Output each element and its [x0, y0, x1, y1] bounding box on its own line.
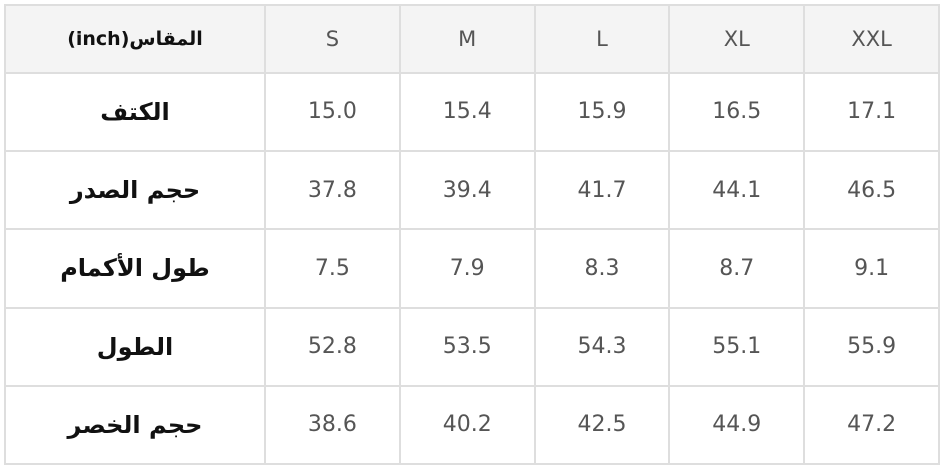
row-label: المقاس(inch): [4, 4, 266, 74]
cell: 47.2: [803, 384, 940, 466]
cell: 53.5: [398, 306, 536, 387]
cell: 8.7: [668, 228, 806, 309]
row-label: حجم الخصر: [4, 384, 266, 466]
cell: 16.5: [668, 71, 806, 153]
cell: 55.9: [803, 306, 940, 387]
table-row: الكتف 15.0 15.4 15.9 16.5 17.1: [4, 71, 940, 153]
cell: S: [264, 4, 401, 74]
cell: XXL: [803, 4, 940, 74]
cell: L: [533, 4, 671, 74]
row-label: طول الأكمام: [4, 228, 266, 309]
cell: 15.9: [533, 71, 671, 153]
row-label: الكتف: [4, 71, 266, 153]
cell: 15.0: [264, 71, 401, 153]
cell: 54.3: [533, 306, 671, 387]
row-label: حجم الصدر: [4, 150, 266, 231]
cell: 46.5: [803, 150, 940, 231]
cell: 41.7: [533, 150, 671, 231]
cell: 15.4: [398, 71, 536, 153]
cell: 7.9: [398, 228, 536, 309]
table-row: الطول 52.8 53.5 54.3 55.1 55.9: [4, 306, 940, 387]
cell: 7.5: [264, 228, 401, 309]
table-row: حجم الصدر 37.8 39.4 41.7 44.1 46.5: [4, 150, 940, 231]
cell: 52.8: [264, 306, 401, 387]
cell: 39.4: [398, 150, 536, 231]
table-row: حجم الخصر 38.6 40.2 42.5 44.9 47.2: [4, 384, 940, 466]
cell: 9.1: [803, 228, 940, 309]
size-table: المقاس(inch) S M L XL XXL الكتف 15.0 15.4 15.9 16.…: [4, 4, 940, 466]
cell: 42.5: [533, 384, 671, 466]
cell: 55.1: [668, 306, 806, 387]
cell: 44.1: [668, 150, 806, 231]
cell: 38.6: [264, 384, 401, 466]
cell: 37.8: [264, 150, 401, 231]
cell: 40.2: [398, 384, 536, 466]
table-row: طول الأكمام 7.5 7.9 8.3 8.7 9.1: [4, 228, 940, 309]
cell: 17.1: [803, 71, 940, 153]
row-label: الطول: [4, 306, 266, 387]
cell: XL: [668, 4, 806, 74]
header-row: المقاس(inch) S M L XL XXL: [4, 4, 940, 74]
cell: 44.9: [668, 384, 806, 466]
cell: 8.3: [533, 228, 671, 309]
cell: M: [398, 4, 536, 74]
